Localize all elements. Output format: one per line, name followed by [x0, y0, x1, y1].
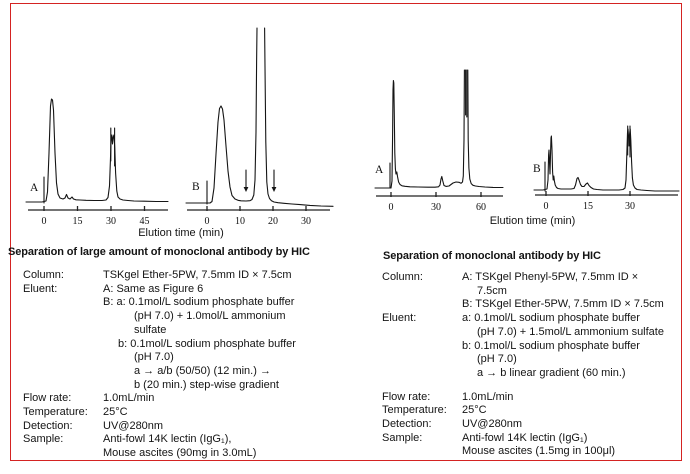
spec-values: 1.0mL/min	[103, 392, 358, 406]
spec-value-line: UV@280nm	[103, 419, 164, 432]
panel-label: A	[375, 164, 384, 176]
spec-value-line: A: TSKgel Phenyl-5PW, 7.5mm ID ×	[462, 271, 639, 283]
chromatogram-trace	[185, 27, 334, 207]
tick-label: 15	[583, 201, 593, 212]
panel-label: A	[30, 182, 39, 194]
spec-row: Flow rate: 1.0mL/min	[23, 392, 358, 406]
spec-row: Flow rate: 1.0mL/min	[382, 391, 684, 405]
spec-value-line: B: TSKgel Ether-5PW, 7.5mm ID × 7.5cm	[462, 298, 664, 311]
spec-value-line: a → b linear gradient (60 min.)	[477, 366, 626, 379]
spec-label: Detection:	[382, 418, 432, 431]
spec-value-line: a → a/b (50/50) (12 min.) →	[134, 364, 271, 377]
tick-label: 30	[625, 201, 635, 212]
spec-row: Column: A: TSKgel Phenyl-5PW, 7.5mm ID × 7…	[382, 271, 684, 312]
spec-value-line: A: Same as Figure 6	[103, 282, 204, 295]
spec-label: Eluent:	[23, 282, 58, 295]
tick-label: 10	[235, 216, 245, 227]
x-axis-label-left: Elution time (min)	[138, 227, 224, 239]
spec-label: Column:	[23, 269, 64, 281]
tick-label: 45	[140, 216, 150, 227]
spec-label: Sample:	[23, 433, 64, 446]
spec-row: Eluent: a: 0.1mol/L sodium phosphate buff…	[382, 312, 684, 381]
spec-value-line: (pH 7.0)	[477, 353, 517, 366]
spec-label: Eluent:	[382, 312, 417, 325]
spec-values: 25°C	[103, 406, 358, 420]
tick-label: 0	[544, 201, 549, 212]
chromatogram-left-b: 0 10 20 30 B	[185, 27, 334, 227]
spec-value-line: Anti-fowl 14K lectin (IgG₁),	[103, 433, 232, 446]
conditions-table-right: Column: A: TSKgel Phenyl-5PW, 7.5mm ID × 7…	[382, 271, 684, 459]
spec-value-line: TSKgel Ether-5PW, 7.5mm ID × 7.5cm	[103, 269, 292, 281]
spec-row: Sample: Anti-fowl 14K lectin (IgG₁), Mouse…	[23, 433, 358, 460]
spec-row: Column: TSKgel Ether-5PW, 7.5mm ID × 7.5c…	[23, 269, 358, 283]
figure-title-left: Separation of large amount of monoclonal…	[8, 246, 310, 258]
tick-label: 30	[301, 216, 311, 227]
chromatogram-trace	[25, 98, 169, 203]
arrow-head-icon	[243, 187, 249, 192]
chromatogram-trace	[533, 128, 680, 192]
spec-label: Detection:	[23, 419, 73, 432]
spec-row: Eluent: A: Same as Figure 6 B: a: 0.1mol/L…	[23, 283, 358, 393]
chromatogram-right-a: 0 30 60 A	[374, 69, 504, 213]
spec-value-line: (pH 7.0)	[134, 351, 174, 364]
spec-value-line: b (20 min.) step-wise gradient	[134, 378, 279, 391]
spec-label: Temperature:	[382, 404, 447, 417]
spec-row: Detection: UV@280nm	[23, 420, 358, 434]
spec-values: 25°C	[462, 404, 684, 418]
spec-row: Detection: UV@280nm	[382, 418, 684, 432]
spec-value-line: Mouse ascites (1.5mg in 100μl)	[462, 445, 616, 458]
spec-value-line: a: 0.1mol/L sodium phosphate buffer	[462, 312, 640, 325]
spec-values: TSKgel Ether-5PW, 7.5mm ID × 7.5cm	[103, 269, 358, 283]
figure-title-right: Separation of monoclonal antibody by HIC	[383, 250, 601, 262]
spec-value-line: 25°C	[462, 404, 487, 417]
spec-value-line: 1.0mL/min	[462, 390, 514, 403]
chromatogram-left-a: 0 15 30 45 A	[25, 98, 169, 227]
tick-label: 0	[389, 202, 394, 213]
spec-row: Temperature: 25°C	[382, 404, 684, 418]
spec-value-line: Anti-fowl 14K lectin (IgG₁)	[462, 431, 588, 444]
spec-value-line: b: 0.1mol/L sodium phosphate buffer	[118, 337, 296, 350]
spec-values: A: Same as Figure 6 B: a: 0.1mol/L sodium…	[103, 283, 358, 393]
x-axis-label-right: Elution time (min)	[489, 215, 576, 227]
chromatogram-trace	[374, 69, 504, 189]
spec-values: Anti-fowl 14K lectin (IgG₁) Mouse ascites…	[462, 432, 684, 459]
spec-values: A: TSKgel Phenyl-5PW, 7.5mm ID × 7.5cm B: …	[462, 271, 684, 312]
spec-value-line: (pH 7.0) + 1.0mol/L ammonium	[134, 310, 286, 323]
tick-label: 30	[106, 216, 116, 227]
spec-values: 1.0mL/min	[462, 391, 684, 405]
tick-label: 30	[431, 202, 441, 213]
spec-label: Column:	[382, 271, 423, 283]
spec-values: UV@280nm	[103, 420, 358, 434]
spec-values: UV@280nm	[462, 418, 684, 432]
arrow-head-icon	[271, 187, 277, 192]
chromatogram-right-b: 0 15 30 B	[533, 125, 680, 212]
tick-label: 20	[268, 216, 278, 227]
spec-values: a: 0.1mol/L sodium phosphate buffer (pH 7…	[462, 312, 684, 381]
spec-values: Anti-fowl 14K lectin (IgG₁), Mouse ascite…	[103, 433, 358, 460]
spec-value-line: (pH 7.0) + 1.5mol/L ammonium sulfate	[477, 325, 664, 338]
tick-label: 0	[205, 216, 210, 227]
spec-label: Flow rate:	[23, 392, 72, 405]
spec-row: Temperature: 25°C	[23, 406, 358, 420]
conditions-table-left: Column: TSKgel Ether-5PW, 7.5mm ID × 7.5c…	[23, 269, 358, 461]
panel-label: B	[533, 163, 541, 175]
spec-label: Flow rate:	[382, 390, 431, 403]
spec-value-line: 25°C	[103, 406, 128, 419]
spec-label: Sample:	[382, 431, 423, 444]
tick-label: 60	[476, 202, 486, 213]
spec-value-line: b: 0.1mol/L sodium phosphate buffer	[462, 339, 640, 352]
panel-label: B	[192, 181, 200, 193]
tick-label: 0	[42, 216, 47, 227]
spec-value-line: 7.5cm	[477, 284, 507, 297]
spec-row: Sample: Anti-fowl 14K lectin (IgG₁) Mouse …	[382, 432, 684, 459]
tick-label: 15	[73, 216, 83, 227]
spec-label: Temperature:	[23, 406, 88, 419]
spec-value-line: sulfate	[134, 323, 167, 336]
spec-value-line: B: a: 0.1mol/L sodium phosphate buffer	[103, 296, 295, 309]
spec-value-line: 1.0mL/min	[103, 392, 155, 405]
spec-value-line: Mouse ascites (90mg in 3.0mL)	[103, 447, 257, 460]
spec-value-line: UV@280nm	[462, 418, 523, 431]
